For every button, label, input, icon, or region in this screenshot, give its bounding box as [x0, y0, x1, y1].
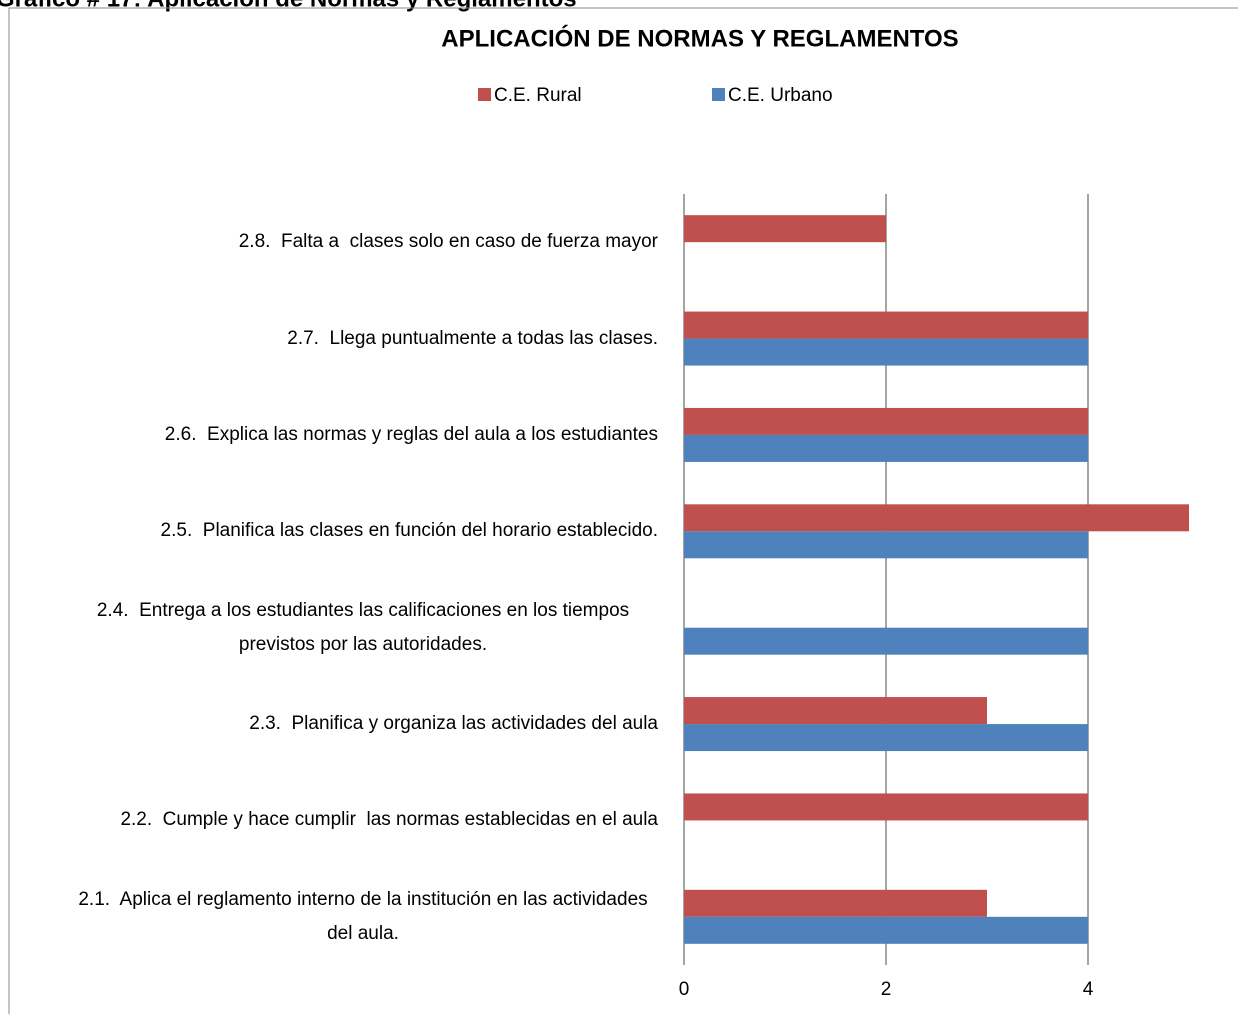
category-text: 2.8. Falta a clases solo en caso de fuer…: [238, 231, 658, 253]
category-text: 2.3. Planifica y organiza las actividade…: [249, 713, 658, 735]
category-text: 2.5. Planifica las clases en función del…: [160, 520, 658, 542]
bar: [684, 434, 1088, 462]
category-label: 2.4. Entrega a los estudiantes las calif…: [58, 594, 658, 662]
bar: [684, 889, 987, 917]
category-label: 2.2. Cumple y hace cumplir las normas es…: [58, 803, 658, 837]
category-label: 2.6. Explica las normas y reglas del aul…: [58, 418, 658, 452]
legend-swatch: [712, 88, 725, 101]
bar: [684, 697, 987, 725]
x-tick-label: 2: [881, 979, 892, 1000]
category-text: 2.6. Explica las normas y reglas del aul…: [164, 423, 658, 445]
bar: [684, 338, 1088, 366]
legend-label: C.E. Rural: [494, 85, 582, 106]
category-text: 2.7. Llega puntualmente a todas las clas…: [287, 327, 658, 349]
legend-swatch: [478, 88, 491, 101]
bar: [684, 504, 1189, 532]
bar: [684, 215, 886, 243]
x-tick-label: 0: [679, 979, 690, 1000]
chart-frame: [8, 7, 1238, 1014]
bar: [684, 311, 1088, 339]
bar: [684, 793, 1088, 821]
category-label: 2.5. Planifica las clases en función del…: [58, 514, 658, 548]
category-label: 2.1. Aplica el reglamento interno de la …: [58, 883, 658, 951]
category-label: 2.7. Llega puntualmente a todas las clas…: [58, 322, 658, 356]
bar: [684, 407, 1088, 435]
bar: [684, 627, 1088, 655]
bar: [684, 916, 1088, 944]
bar: [684, 531, 1088, 559]
category-label: 2.3. Planifica y organiza las actividade…: [58, 707, 658, 741]
chart-title: APLICACIÓN DE NORMAS Y REGLAMENTOS: [441, 24, 958, 52]
category-text: 2.1. Aplica el reglamento interno de la …: [78, 888, 653, 944]
category-label: 2.8. Falta a clases solo en caso de fuer…: [58, 225, 658, 259]
x-tick-label: 4: [1083, 979, 1094, 1000]
heading: Gráfico # 17: Aplicación de Normas y Reg…: [0, 0, 577, 12]
legend-label: C.E. Urbano: [728, 85, 833, 106]
category-text: 2.4. Entrega a los estudiantes las calif…: [96, 599, 635, 655]
category-text: 2.2. Cumple y hace cumplir las normas es…: [120, 809, 658, 831]
bar: [684, 724, 1088, 752]
